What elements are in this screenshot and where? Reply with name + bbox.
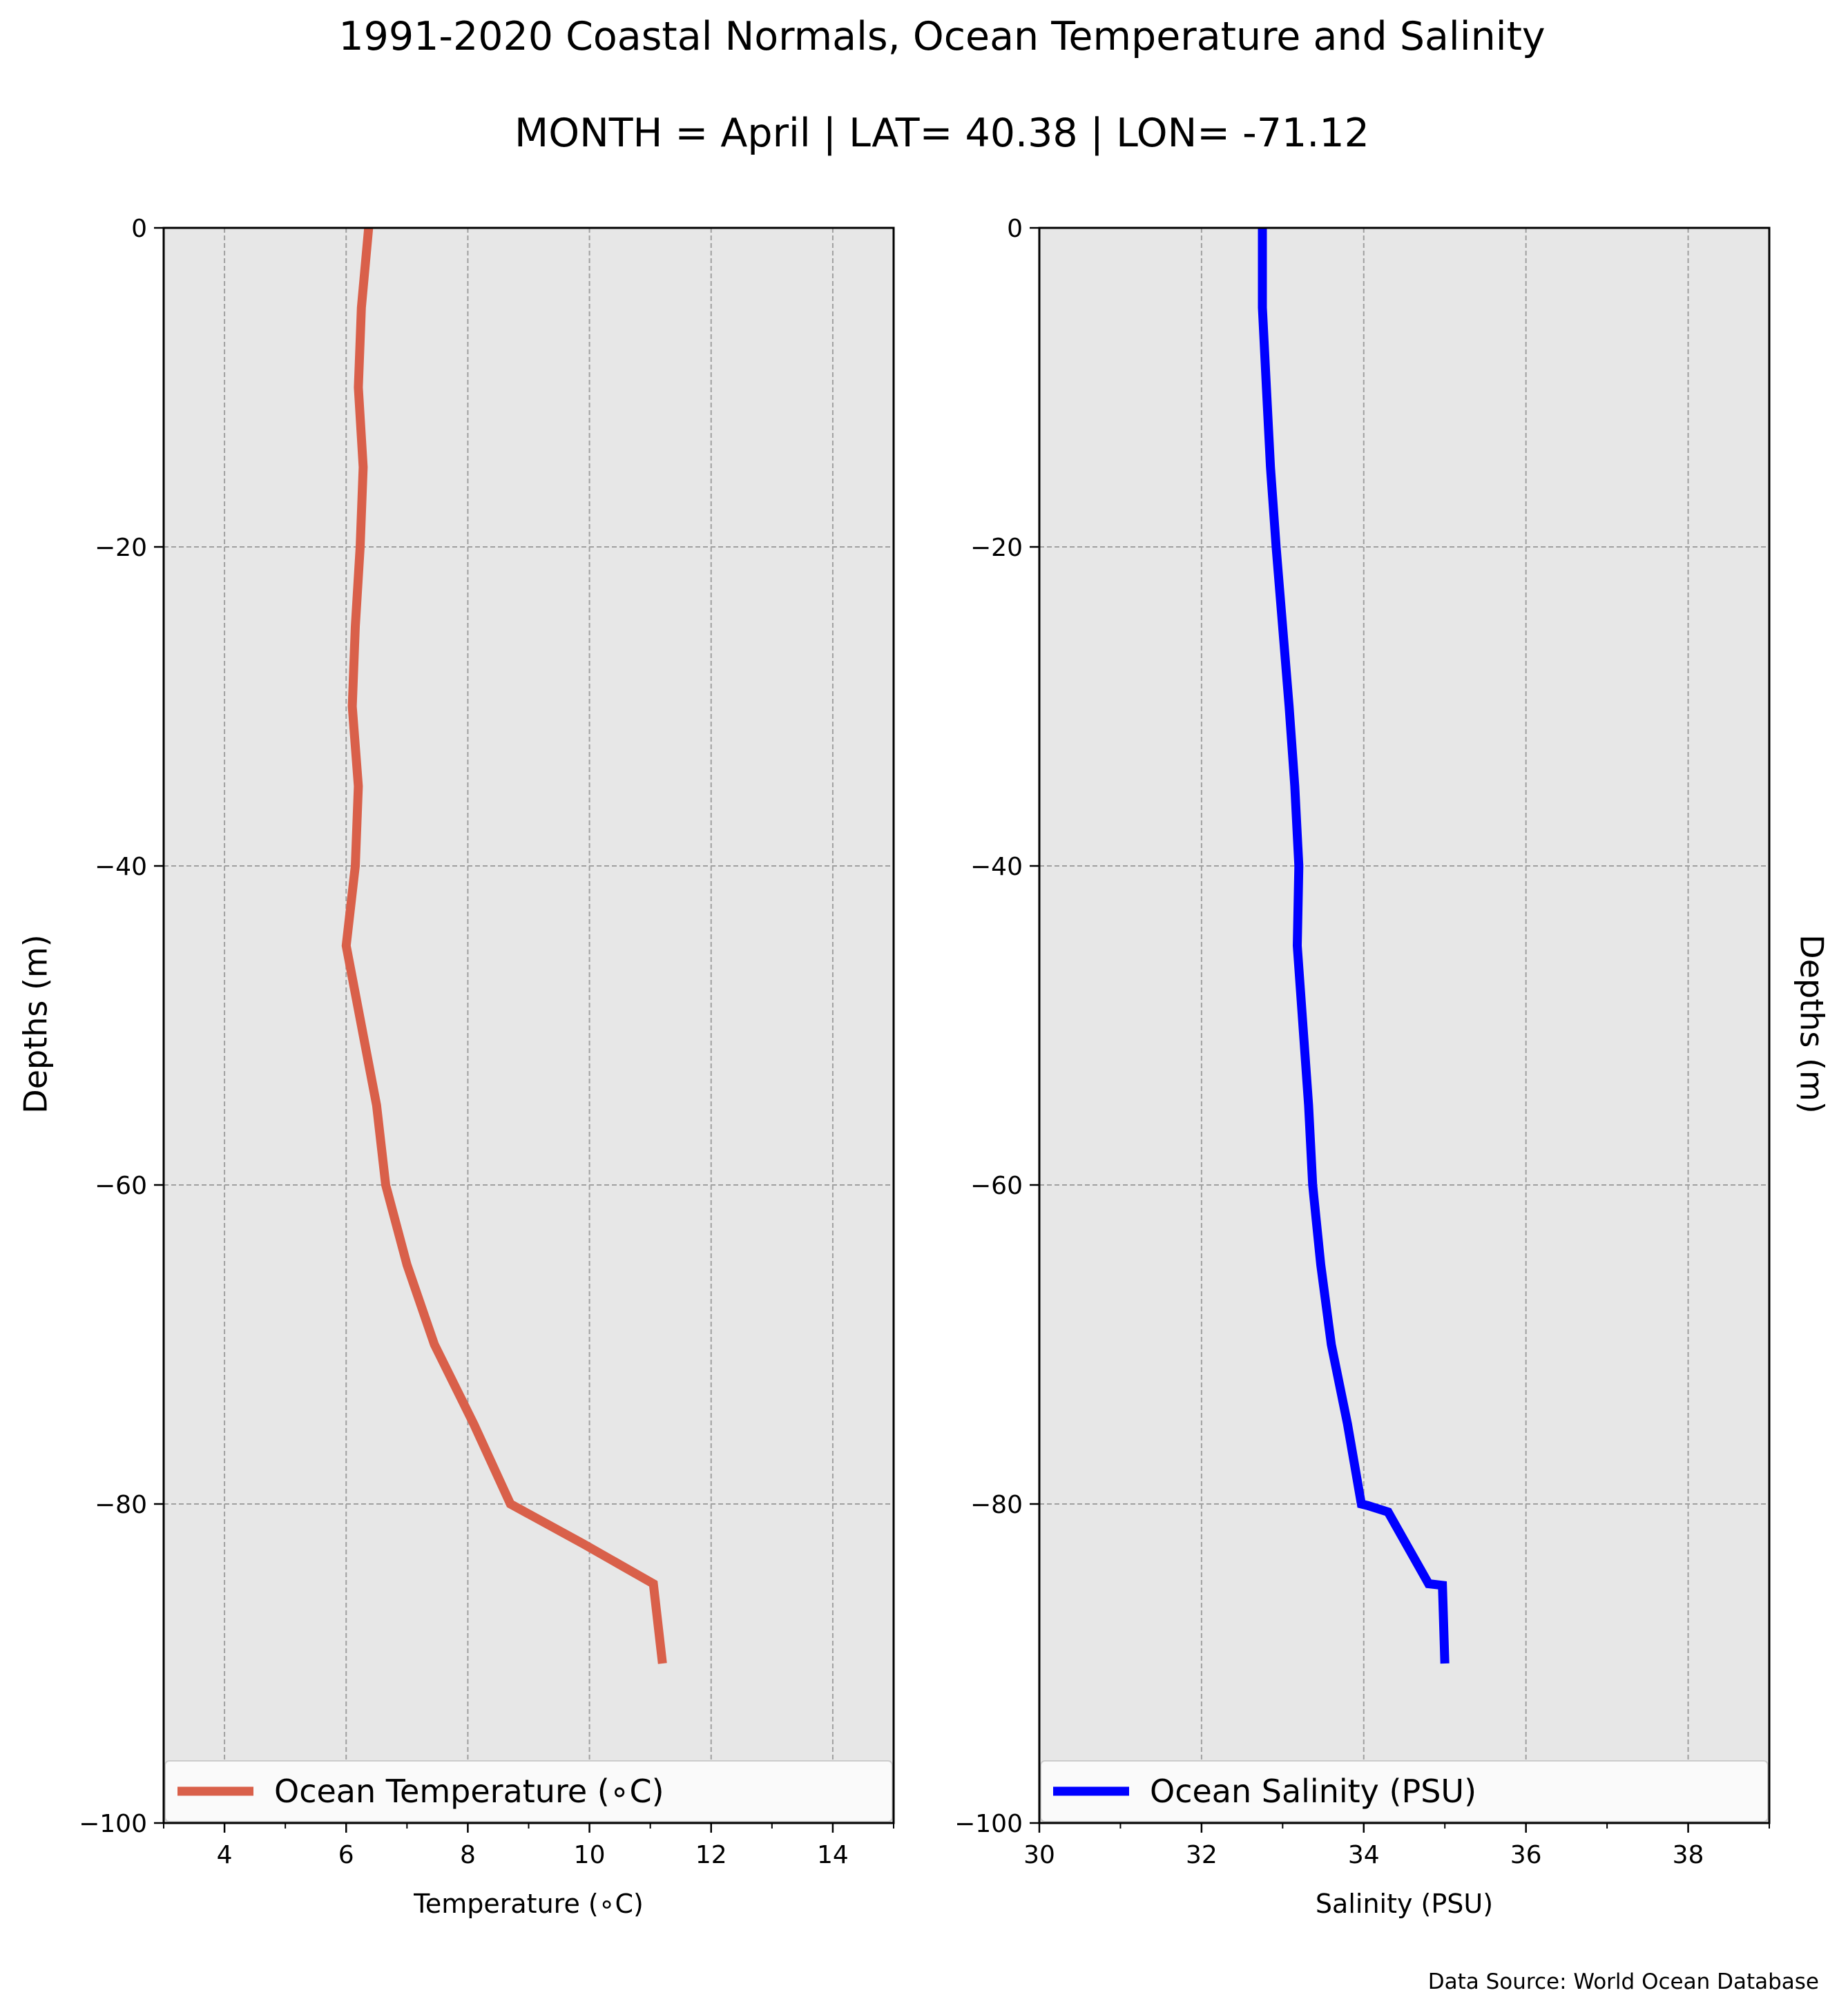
x-tick-label: 10	[574, 1841, 606, 1869]
x-axis-label: Salinity (PSU)	[1316, 1889, 1493, 1919]
y-axis-label: Depths (m)	[17, 934, 55, 1113]
x-tick-label: 32	[1186, 1841, 1217, 1869]
y-axis-label: Depths (m)	[1793, 934, 1831, 1113]
y-tick-label: −100	[954, 1810, 1023, 1838]
y-tick-label: −20	[95, 534, 147, 562]
y-tick-label: −80	[95, 1491, 147, 1519]
y-tick-label: −60	[95, 1172, 147, 1200]
x-tick-label: 12	[695, 1841, 727, 1869]
y-tick-label: −60	[970, 1172, 1023, 1200]
x-tick-label: 36	[1510, 1841, 1542, 1869]
series-line-1	[1258, 228, 1450, 1664]
y-tick-label: 0	[131, 215, 147, 243]
x-tick-label: 8	[460, 1841, 476, 1869]
legend-box	[164, 1760, 893, 1822]
chart-subtitle: MONTH = April | LAT= 40.38 | LON= -71.12	[514, 110, 1369, 156]
chart-title: 1991-2020 Coastal Normals, Ocean Tempera…	[338, 14, 1545, 59]
plot-area	[164, 228, 894, 1823]
axes-frame	[1038, 226, 1771, 1824]
chart-panel-2: Ocean Salinity (PSU) 30 32 34 36 38 0 −20 −40 −60…	[954, 215, 1830, 1919]
x-tick-label: 14	[817, 1841, 849, 1869]
legend-label: Ocean Salinity (PSU)	[1150, 1773, 1476, 1810]
x-tick-label: 38	[1673, 1841, 1704, 1869]
chart-panel-1: Ocean Temperature (∘C) 4 6 8 10 12 14 0 −20 −40 −6…	[17, 215, 895, 1919]
y-tick-label: −80	[970, 1491, 1023, 1519]
legend-label: Ocean Temperature (∘C)	[274, 1773, 664, 1810]
data-source-note: Data Source: World Ocean Database	[1428, 1969, 1819, 1994]
y-tick-label: 0	[1007, 215, 1023, 243]
x-tick-label: 6	[338, 1841, 354, 1869]
x-tick-label: 30	[1023, 1841, 1055, 1869]
y-tick-label: −40	[95, 853, 147, 881]
y-tick-label: −100	[79, 1810, 147, 1838]
plot-area	[1039, 228, 1769, 1823]
y-tick-label: −40	[970, 853, 1023, 881]
x-tick-label: 34	[1348, 1841, 1380, 1869]
x-axis-label: Temperature (∘C)	[413, 1889, 644, 1919]
x-tick-label: 4	[217, 1841, 233, 1869]
series-line-1	[341, 227, 667, 1664]
y-tick-label: −20	[970, 534, 1023, 562]
legend-box	[1040, 1760, 1769, 1822]
